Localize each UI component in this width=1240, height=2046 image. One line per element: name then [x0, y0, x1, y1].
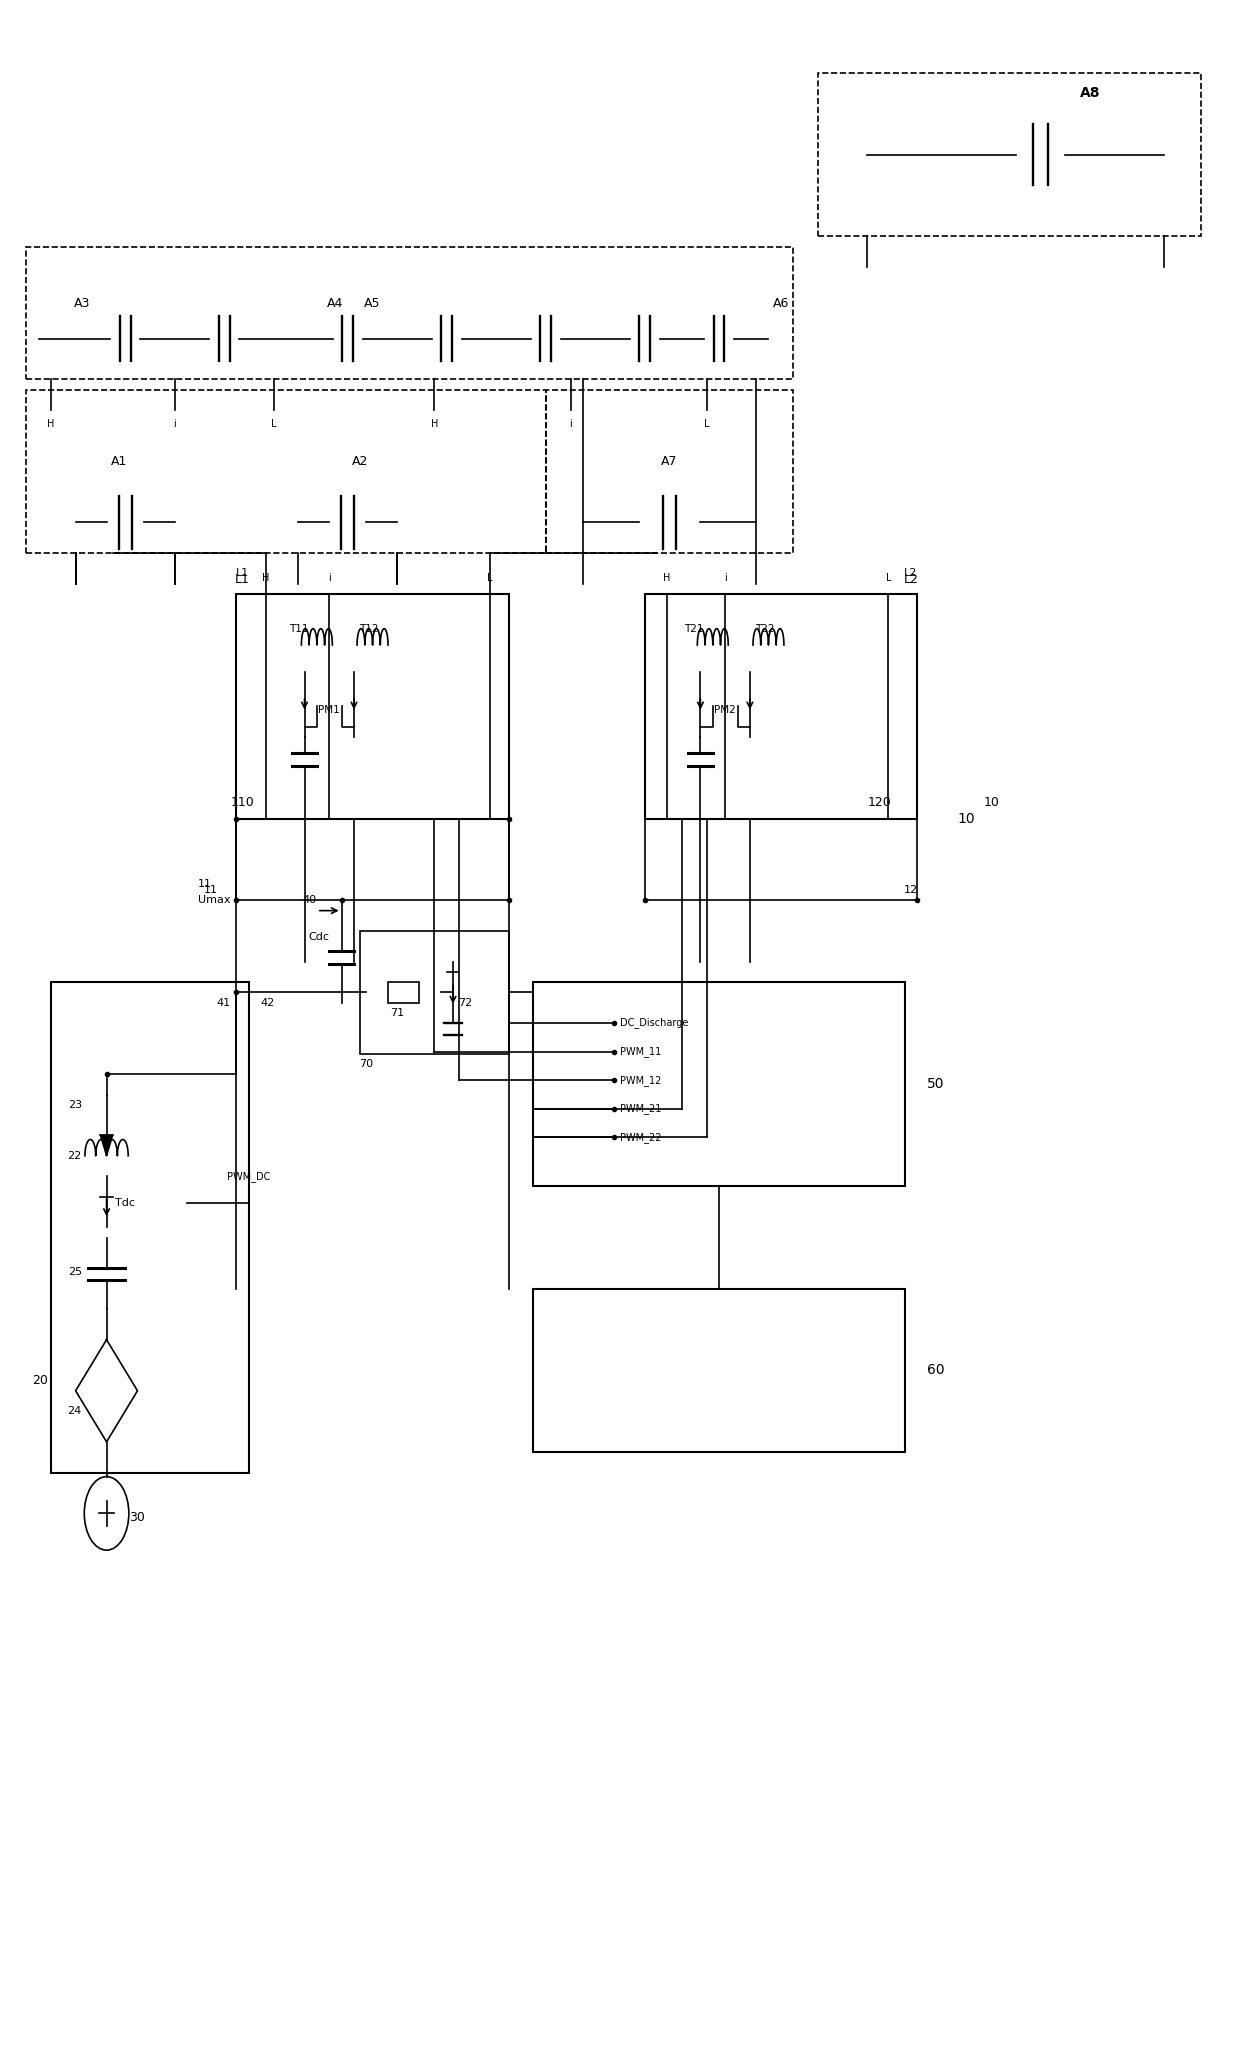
- Text: Tdc: Tdc: [115, 1197, 135, 1207]
- Bar: [645, 593, 916, 818]
- Text: Umax: Umax: [197, 896, 231, 906]
- Text: PWM_21: PWM_21: [620, 1103, 661, 1115]
- Text: L: L: [885, 573, 892, 583]
- Text: A7: A7: [661, 454, 678, 469]
- Text: A5: A5: [365, 297, 381, 311]
- Text: PWM_11: PWM_11: [620, 1046, 661, 1058]
- Text: 71: 71: [391, 1009, 404, 1017]
- Text: H: H: [663, 573, 671, 583]
- Text: H: H: [47, 419, 55, 430]
- Text: L: L: [487, 573, 492, 583]
- Text: 25: 25: [68, 1266, 82, 1277]
- Text: 12: 12: [904, 886, 918, 896]
- Text: 23: 23: [68, 1101, 82, 1109]
- Text: 24: 24: [67, 1406, 82, 1416]
- Text: T12: T12: [360, 624, 378, 634]
- Bar: [533, 982, 904, 1187]
- Text: T22: T22: [755, 624, 775, 634]
- Text: 70: 70: [360, 1060, 373, 1068]
- Bar: [237, 593, 508, 818]
- Bar: [533, 1289, 904, 1453]
- Bar: [26, 248, 794, 379]
- Text: A1: A1: [110, 454, 128, 469]
- Bar: [388, 982, 419, 1003]
- Text: L: L: [704, 419, 709, 430]
- Text: 120: 120: [868, 796, 892, 808]
- Bar: [818, 74, 1202, 237]
- Text: 42: 42: [260, 998, 274, 1007]
- Text: 11: 11: [203, 886, 218, 896]
- Bar: [26, 389, 546, 552]
- Text: 40: 40: [303, 896, 317, 906]
- Text: A4: A4: [327, 297, 343, 311]
- Text: H: H: [430, 419, 438, 430]
- Text: 50: 50: [926, 1078, 944, 1091]
- Text: 20: 20: [32, 1375, 48, 1387]
- Text: 72: 72: [459, 998, 472, 1007]
- Text: 41: 41: [216, 998, 231, 1007]
- Text: DC_Discharge: DC_Discharge: [620, 1017, 688, 1029]
- Bar: [546, 389, 794, 552]
- Text: 22: 22: [67, 1150, 82, 1160]
- Text: L2: L2: [903, 573, 918, 585]
- Text: 10: 10: [983, 796, 999, 808]
- Text: L2: L2: [904, 569, 918, 579]
- Text: L1: L1: [236, 569, 249, 579]
- Text: A8: A8: [1080, 86, 1100, 100]
- Bar: [360, 931, 508, 1054]
- Text: i: i: [724, 573, 727, 583]
- Text: PM1: PM1: [319, 706, 340, 716]
- Text: T11: T11: [289, 624, 308, 634]
- Bar: [51, 982, 249, 1473]
- Text: A6: A6: [773, 297, 789, 311]
- Text: PWM_12: PWM_12: [620, 1074, 661, 1086]
- Text: L: L: [270, 419, 277, 430]
- Text: PWM_DC: PWM_DC: [227, 1170, 270, 1183]
- Text: 110: 110: [231, 796, 254, 808]
- Text: 11: 11: [197, 880, 212, 890]
- Text: 60: 60: [926, 1363, 945, 1377]
- Polygon shape: [100, 1136, 113, 1156]
- Text: Cdc: Cdc: [309, 933, 330, 943]
- Text: i: i: [327, 573, 331, 583]
- Text: H: H: [263, 573, 270, 583]
- Text: PM2: PM2: [714, 706, 737, 716]
- Text: A2: A2: [352, 454, 368, 469]
- Text: L1: L1: [236, 573, 250, 585]
- Text: i: i: [569, 419, 572, 430]
- Text: 10: 10: [957, 812, 975, 827]
- Text: 30: 30: [129, 1510, 145, 1524]
- Text: A3: A3: [73, 297, 91, 311]
- Text: i: i: [174, 419, 176, 430]
- Text: T21: T21: [684, 624, 704, 634]
- Text: PWM_22: PWM_22: [620, 1131, 661, 1144]
